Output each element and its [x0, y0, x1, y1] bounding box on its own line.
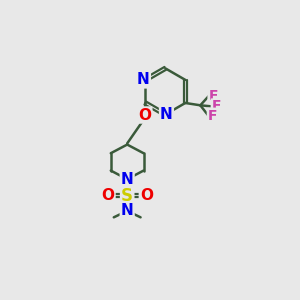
Text: N: N: [121, 172, 134, 187]
Text: O: O: [138, 107, 151, 122]
Text: F: F: [208, 88, 218, 103]
Text: F: F: [208, 109, 217, 123]
Text: F: F: [212, 100, 221, 113]
Text: O: O: [101, 188, 115, 203]
Text: N: N: [121, 203, 134, 218]
Text: N: N: [137, 72, 150, 87]
Text: O: O: [140, 188, 153, 203]
Text: S: S: [121, 187, 133, 205]
Text: N: N: [160, 107, 173, 122]
